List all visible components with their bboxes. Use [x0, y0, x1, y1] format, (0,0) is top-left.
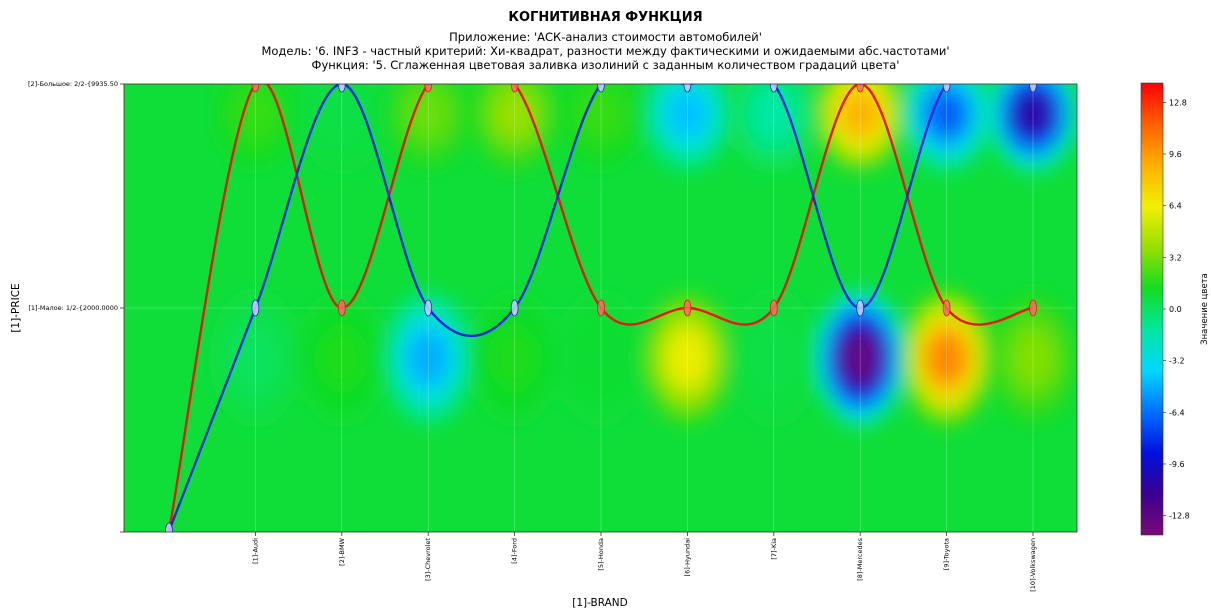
- field-blob: [669, 93, 706, 135]
- field-blob: [841, 333, 879, 383]
- series-line-1: [167, 84, 1034, 532]
- colorbar-tick-label: 12.8: [1169, 98, 1187, 107]
- series-point-2: [251, 299, 260, 317]
- x-tick-label: [3]-Chevrolet: [424, 538, 432, 581]
- field-blob: [582, 93, 620, 135]
- series-point-2: [510, 299, 519, 317]
- colorbar-tick-label: -12.8: [1169, 512, 1190, 521]
- colorbar-tick-label: 6.4: [1169, 202, 1182, 211]
- field-blob: [669, 333, 706, 383]
- y-tick-label: [2]-Большое: 2/2-{9935.50: [28, 80, 118, 88]
- series-point-2: [942, 84, 951, 93]
- series-point-1: [424, 84, 433, 93]
- x-tick-label: [4]-Ford: [511, 538, 519, 564]
- colorbar-tick-label: 9.6: [1169, 150, 1182, 159]
- series-point-1: [597, 299, 605, 317]
- chart-subtitle-app: Приложение: 'АСК-анализ стоимости автомо…: [449, 30, 762, 44]
- x-tick-label: [1]-Audi: [251, 538, 259, 564]
- chart-subtitle-function: Функция: '5. Сглаженная цветовая заливка…: [311, 58, 900, 72]
- field-blob: [323, 333, 361, 383]
- colorbar-tick-label: -9.6: [1169, 460, 1185, 469]
- x-tick-label: [8]-Mercedes: [856, 537, 864, 580]
- x-tick-label: [2]-BMW: [338, 537, 346, 565]
- field-blob: [409, 333, 447, 383]
- y-tick-label: [1]-Малое: 1/2-{2000.0000: [28, 304, 118, 312]
- field-blob: [1014, 93, 1052, 135]
- x-tick-label: [9]-Toyota: [943, 538, 951, 570]
- series-point-1: [510, 84, 519, 93]
- x-tick-label: [7]-Kia: [770, 538, 778, 560]
- field-blob: [755, 333, 793, 383]
- colorbar: [1140, 82, 1164, 536]
- colorbar-ticks: 12.8 9.6 6.4 3.2 0.0 -3.2 -6.4 -9.6 -12.8: [1163, 98, 1190, 521]
- colorbar-label: Значение цвета: [1200, 273, 1210, 345]
- field-blob: [582, 333, 620, 383]
- series-point-2: [597, 84, 605, 93]
- field-blob: [496, 333, 533, 383]
- colorbar-tick-label: -6.4: [1169, 408, 1185, 417]
- plot-area: [124, 84, 1077, 532]
- colorbar-tick-label: -3.2: [1169, 357, 1185, 366]
- field-blob: [237, 333, 274, 383]
- field-blob: [1014, 333, 1052, 383]
- series-point-2: [424, 299, 433, 317]
- series-point-2: [683, 84, 692, 93]
- series-point-1: [856, 84, 865, 93]
- colorbar-tick-label: 0.0: [1169, 305, 1182, 314]
- series-point-1: [942, 299, 951, 317]
- series-point-2: [769, 84, 778, 93]
- x-axis-label: [1]-BRAND: [572, 597, 627, 609]
- series-point-1: [769, 299, 778, 317]
- x-tick-label: [5]-Honda: [597, 538, 605, 571]
- series-point-1: [1029, 299, 1037, 317]
- field-blob: [323, 93, 361, 135]
- chart-title: КОГНИТИВНАЯ ФУНКЦИЯ: [508, 10, 703, 25]
- series-point-2: [1029, 84, 1037, 93]
- field-blob: [928, 333, 965, 383]
- series-point-1: [251, 84, 260, 93]
- x-tick-label: [10]-Volkswagen: [1029, 538, 1037, 592]
- series-point-1: [337, 299, 346, 317]
- field-blob: [496, 93, 533, 135]
- series-point-1: [683, 299, 692, 317]
- series-point-2: [856, 299, 865, 317]
- x-tick-label: [6]-Hyundai: [683, 538, 691, 577]
- field-contours: [209, 84, 1077, 428]
- y-axis-label: [1]-PRICE: [10, 283, 22, 332]
- field-blob: [841, 93, 879, 135]
- series-point-2: [337, 84, 346, 93]
- axes: [1]-Audi [2]-BMW [3]-Chevrolet [4]-Ford [5]-…: [28, 80, 1037, 592]
- chart-subtitle-model: Модель: '6. INF3 - частный критерий: Хи-…: [261, 44, 950, 58]
- series-point-2: [165, 522, 173, 532]
- colorbar-tick-label: 3.2: [1169, 253, 1182, 262]
- series-line-2: [167, 84, 1033, 532]
